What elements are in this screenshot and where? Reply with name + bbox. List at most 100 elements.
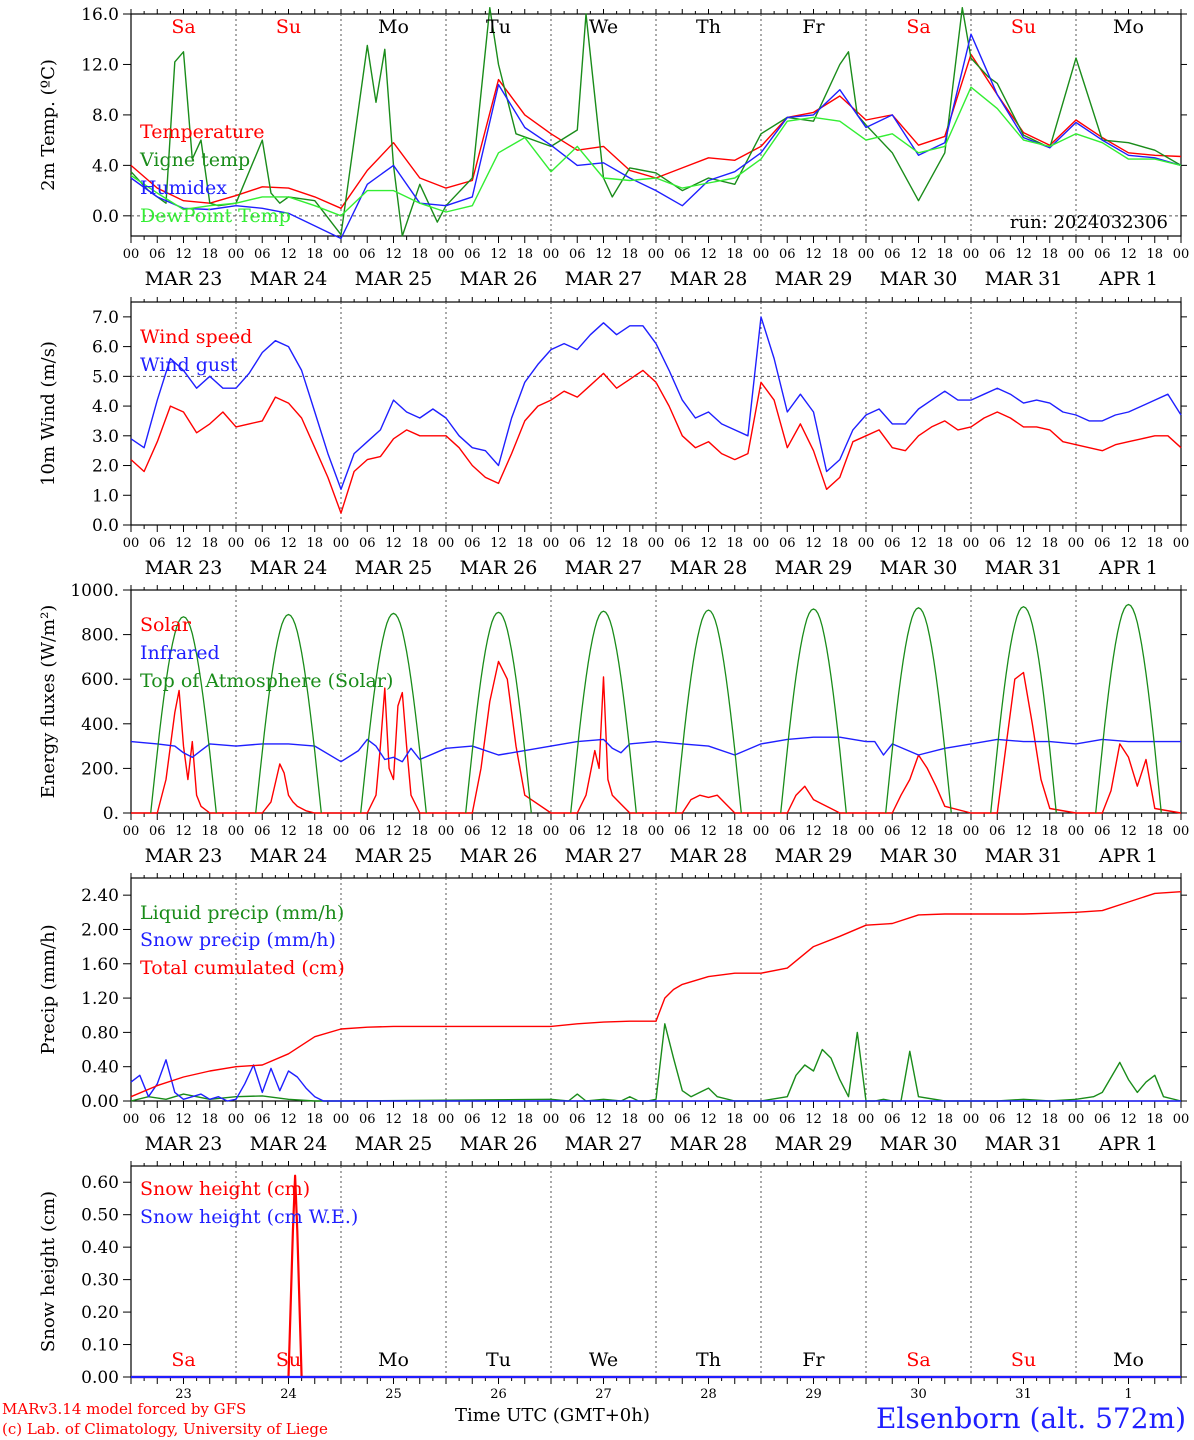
date-label: MAR 23 bbox=[145, 845, 223, 867]
hour-tick-label: 12 bbox=[385, 824, 402, 839]
hour-tick-label: 18 bbox=[411, 247, 428, 262]
hour-tick-label: 06 bbox=[569, 824, 586, 839]
hour-tick-label: 06 bbox=[884, 247, 901, 262]
day-number-label: 30 bbox=[910, 1387, 927, 1402]
hour-tick-label: 12 bbox=[595, 536, 612, 551]
y-tick-label: 400. bbox=[81, 715, 119, 735]
hour-tick-label: 00 bbox=[753, 1112, 770, 1127]
hour-tick-label: 18 bbox=[516, 824, 533, 839]
date-label: MAR 26 bbox=[460, 268, 538, 290]
date-label: APR 1 bbox=[1098, 1133, 1158, 1155]
date-label: MAR 29 bbox=[775, 268, 853, 290]
weekday-label: Sa bbox=[906, 1349, 930, 1371]
hour-tick-label: 12 bbox=[385, 247, 402, 262]
hour-tick-label: 00 bbox=[438, 1112, 455, 1127]
run-label: run: 2024032306 bbox=[1010, 212, 1168, 233]
day-number-label: 31 bbox=[1015, 1387, 1032, 1402]
series-toa-solar-day-3 bbox=[360, 612, 427, 814]
hour-tick-label: 18 bbox=[306, 824, 323, 839]
hour-tick-label: 00 bbox=[333, 824, 350, 839]
series-humidex bbox=[130, 33, 1182, 240]
y-tick-label: 0.30 bbox=[81, 1271, 119, 1291]
hour-tick-label: 06 bbox=[464, 1112, 481, 1127]
hour-tick-label: 00 bbox=[123, 536, 140, 551]
hour-tick-label: 06 bbox=[254, 247, 271, 262]
hour-tick-label: 06 bbox=[989, 247, 1006, 262]
weekday-label: Su bbox=[1011, 16, 1036, 38]
hour-tick-label: 00 bbox=[543, 247, 560, 262]
hour-tick-label: 12 bbox=[595, 824, 612, 839]
hour-tick-label: 18 bbox=[831, 247, 848, 262]
hour-tick-label: 06 bbox=[149, 247, 166, 262]
hour-tick-label: 12 bbox=[1120, 536, 1137, 551]
hour-tick-label: 18 bbox=[411, 1112, 428, 1127]
hour-tick-label: 12 bbox=[1015, 247, 1032, 262]
hour-tick-label: 00 bbox=[858, 536, 875, 551]
hour-tick-label: 00 bbox=[333, 1112, 350, 1127]
day-number-label: 29 bbox=[805, 1387, 822, 1402]
hour-tick-label: 00 bbox=[543, 1112, 560, 1127]
day-number-label: 26 bbox=[490, 1387, 507, 1402]
date-label: MAR 26 bbox=[460, 557, 538, 579]
day-number-label: 27 bbox=[595, 1387, 612, 1402]
y-tick-label: 200. bbox=[81, 759, 119, 779]
date-label: MAR 31 bbox=[985, 1133, 1063, 1155]
date-label: MAR 26 bbox=[460, 1133, 538, 1155]
lab-credit: (c) Lab. of Climatology, University of L… bbox=[2, 1420, 328, 1438]
series-toa-solar-day-8 bbox=[885, 607, 952, 814]
hour-tick-label: 06 bbox=[149, 536, 166, 551]
series-toa-solar-day-9 bbox=[990, 605, 1057, 814]
legend-entry: Liquid precip (mm/h) bbox=[140, 902, 344, 924]
hour-tick-label: 12 bbox=[175, 1112, 192, 1127]
hour-tick-label: 06 bbox=[989, 1112, 1006, 1127]
hour-tick-label: 12 bbox=[1120, 247, 1137, 262]
time-axis-label: Time UTC (GMT+0h) bbox=[455, 1405, 650, 1426]
y-tick-label: 6.0 bbox=[92, 338, 119, 358]
panel-2: 0.0 1.0 2.0 3.0 4.0 5.0 6.0 7.0 10m Wind (m/s) Wi… bbox=[38, 297, 1189, 579]
hour-tick-label: 00 bbox=[648, 1112, 665, 1127]
hour-tick-label: 18 bbox=[201, 824, 218, 839]
y-tick-label: 1.60 bbox=[81, 955, 119, 975]
y-axis-label: Energy fluxes (W/m²) bbox=[38, 605, 59, 799]
hour-tick-label: 18 bbox=[411, 824, 428, 839]
hour-tick-label: 06 bbox=[254, 824, 271, 839]
legend-entry: Snow height (cm) bbox=[140, 1178, 310, 1200]
hour-tick-label: 00 bbox=[123, 824, 140, 839]
hour-tick-label: 12 bbox=[910, 1112, 927, 1127]
hour-tick-label: 06 bbox=[779, 1112, 796, 1127]
series-wind-gust bbox=[130, 316, 1182, 490]
series-wind-speed bbox=[130, 369, 1182, 514]
weekday-label: We bbox=[589, 1349, 618, 1371]
date-label: MAR 30 bbox=[880, 557, 958, 579]
hour-tick-label: 12 bbox=[700, 824, 717, 839]
hour-tick-label: 18 bbox=[936, 536, 953, 551]
date-label: MAR 27 bbox=[565, 268, 643, 290]
hour-tick-label: 00 bbox=[1068, 247, 1085, 262]
hour-tick-label: 18 bbox=[1041, 536, 1058, 551]
y-tick-label: 0.00 bbox=[81, 1092, 119, 1112]
hour-tick-label: 12 bbox=[175, 536, 192, 551]
hour-tick-label: 12 bbox=[280, 824, 297, 839]
weekday-label: Mo bbox=[1113, 16, 1144, 38]
hour-tick-label: 12 bbox=[700, 536, 717, 551]
hour-tick-label: 18 bbox=[831, 1112, 848, 1127]
weekday-label: Tu bbox=[486, 1349, 511, 1371]
hour-tick-label: 12 bbox=[490, 536, 507, 551]
hour-tick-label: 00 bbox=[1173, 247, 1190, 262]
hour-tick-label: 06 bbox=[779, 247, 796, 262]
hour-tick-label: 18 bbox=[306, 247, 323, 262]
date-label: MAR 31 bbox=[985, 268, 1063, 290]
hour-tick-label: 06 bbox=[359, 824, 376, 839]
hour-tick-label: 06 bbox=[1094, 247, 1111, 262]
y-tick-label: 2.0 bbox=[92, 457, 119, 477]
date-label: MAR 30 bbox=[880, 268, 958, 290]
y-tick-label: 600. bbox=[81, 670, 119, 690]
date-label: APR 1 bbox=[1098, 845, 1158, 867]
hour-tick-label: 00 bbox=[123, 247, 140, 262]
hour-tick-label: 06 bbox=[884, 536, 901, 551]
y-tick-label: 1.0 bbox=[92, 486, 119, 506]
hour-tick-label: 06 bbox=[1094, 536, 1111, 551]
date-label: MAR 24 bbox=[250, 557, 328, 579]
hour-tick-label: 12 bbox=[700, 247, 717, 262]
series-toa-solar-day-7 bbox=[780, 608, 847, 814]
